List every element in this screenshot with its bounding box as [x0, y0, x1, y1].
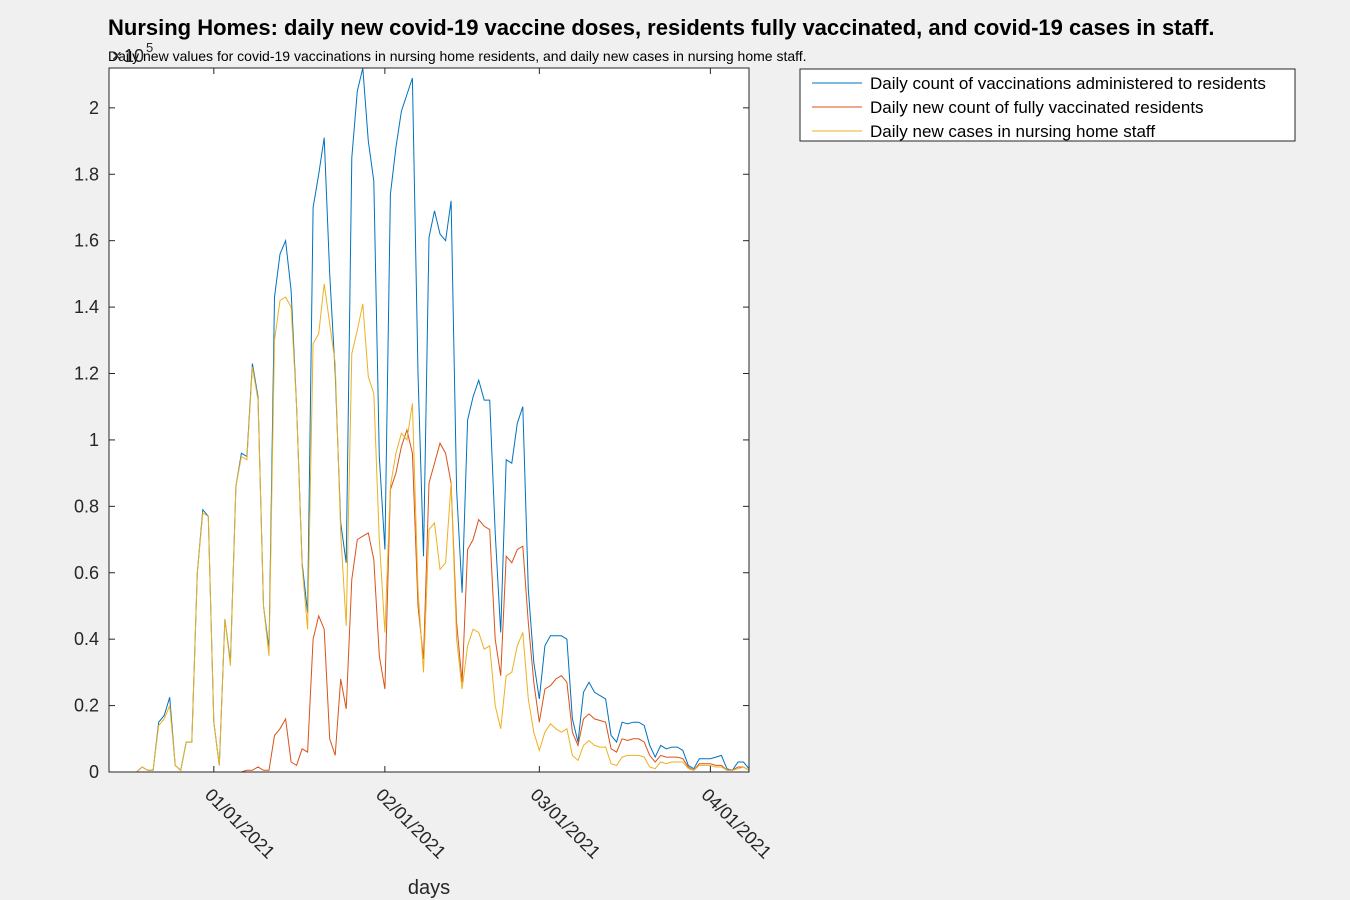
- legend[interactable]: Daily count of vaccinations administered…: [799, 68, 1296, 142]
- legend-label-3: Daily new cases in nursing home staff: [870, 122, 1155, 141]
- y-tick-label: 0.2: [74, 696, 99, 716]
- y-multiplier-base: 10: [124, 46, 144, 66]
- series-line-2: [109, 428, 749, 772]
- x-tick-label: 01/01/2021: [201, 785, 279, 863]
- y-tick-label: 1.6: [74, 231, 99, 251]
- legend-box: [799, 68, 1296, 142]
- y-tick-label: 1.4: [74, 297, 99, 317]
- y-tick-label: 2: [89, 98, 99, 118]
- x-tick-label: 04/01/2021: [698, 785, 776, 863]
- y-tick-label: 0.6: [74, 563, 99, 583]
- x-tick-label: 02/01/2021: [372, 785, 450, 863]
- legend-label-2: Daily new count of fully vaccinated resi…: [870, 98, 1204, 117]
- y-tick-label: 1.2: [74, 364, 99, 384]
- axes-background: [109, 68, 749, 772]
- x-axis-label: days: [408, 877, 450, 899]
- axes-box: [108, 67, 750, 773]
- x-tick-label: 03/01/2021: [527, 785, 605, 863]
- y-tick-label: 1: [89, 430, 99, 450]
- series-line-3: [109, 283, 749, 772]
- y-tick-label: 1.8: [74, 164, 99, 184]
- y-tick-label: 0.4: [74, 629, 99, 649]
- chart-title: Nursing Homes: daily new covid-19 vaccin…: [108, 15, 1215, 40]
- series-layer: [109, 68, 749, 772]
- y-multiplier-exponent: 5: [146, 40, 153, 55]
- y-multiplier-times: ×: [111, 46, 122, 66]
- chart-subtitle: Daily new values for covid-19 vaccinatio…: [108, 48, 807, 64]
- y-tick-label: 0: [89, 762, 99, 782]
- y-tick-label: 0.8: [74, 496, 99, 516]
- legend-label-1: Daily count of vaccinations administered…: [870, 74, 1266, 93]
